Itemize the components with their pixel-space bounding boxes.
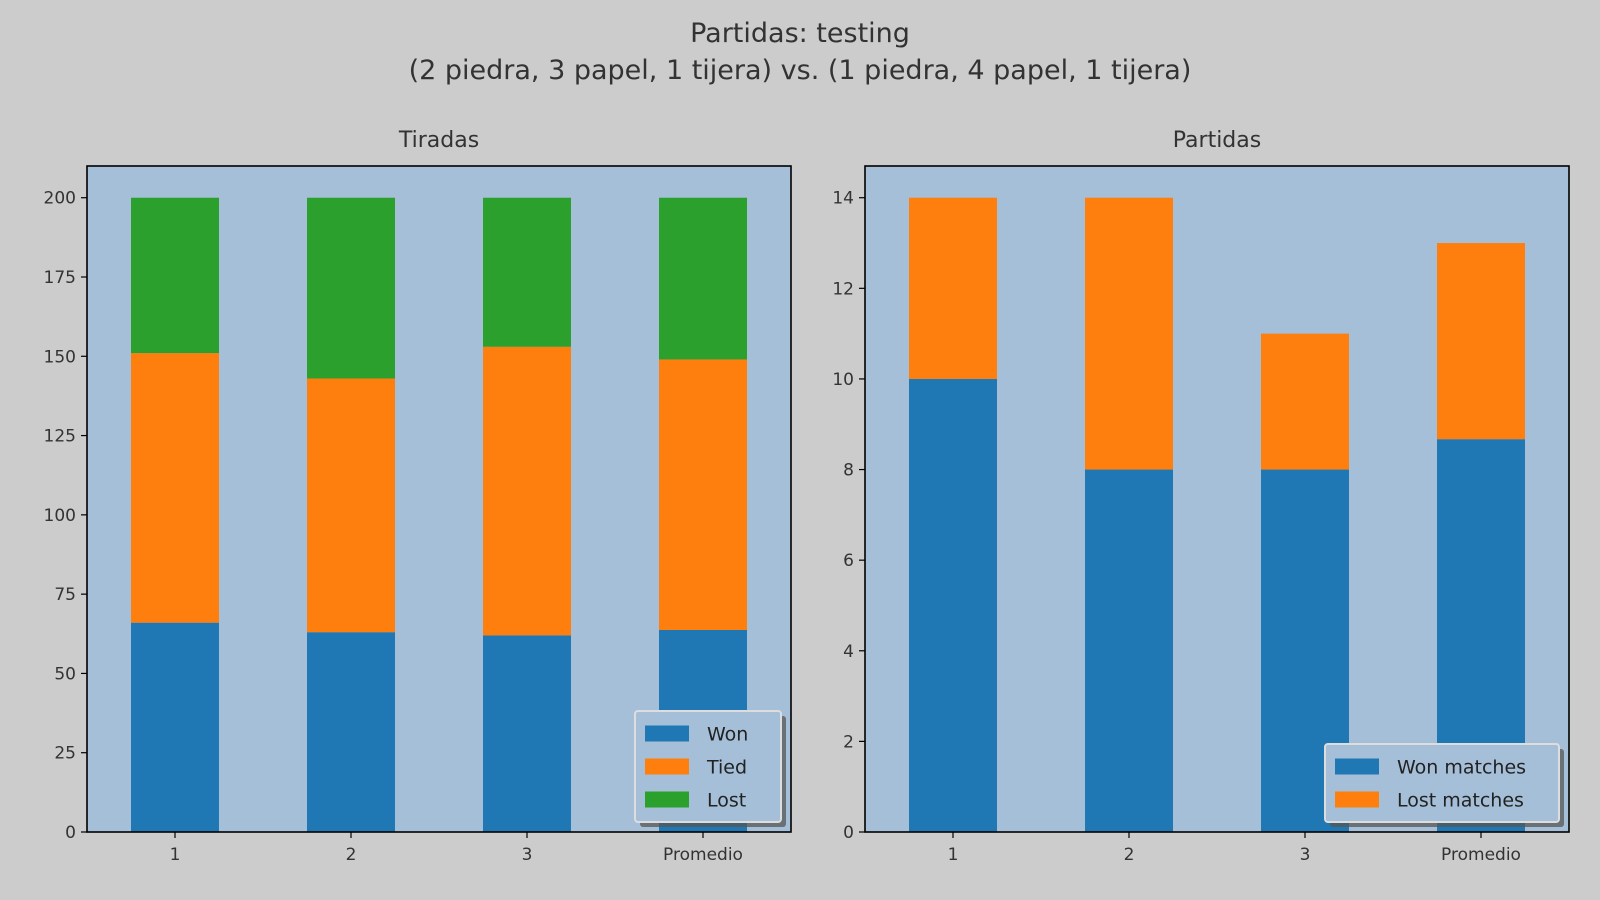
bar-lost-matches-4 (1437, 243, 1525, 440)
axes-frame (864, 165, 1570, 833)
bar-tied-2 (307, 378, 395, 633)
x-tick-label: 3 (522, 845, 533, 865)
bar-won-3 (483, 635, 571, 832)
bar-won-matches-1 (909, 378, 997, 832)
bar-lost-4 (659, 197, 747, 360)
y-tick-label: 200 (44, 189, 76, 209)
bar-lost-matches-1 (909, 197, 997, 379)
y-tick-label: 2 (843, 732, 854, 752)
legend-swatch (645, 758, 689, 775)
legend: Won matches Lost matches (1324, 743, 1564, 827)
y-tick-label: 125 (44, 427, 76, 447)
bar-lost-3 (483, 197, 571, 347)
legend: Won Tied Lost (634, 710, 786, 827)
bar-won-1 (131, 622, 219, 832)
y-tick-label: 75 (54, 585, 76, 605)
y-tick-label: 150 (44, 347, 76, 367)
legend-box (1324, 743, 1560, 823)
chart-tiradas: 0 25 50 75 100 125 150 175 200 1 2 3 Promedio Tiradas… (44, 128, 792, 865)
bar-tied-1 (131, 353, 219, 623)
figure-title-line1: Partidas: testing (690, 18, 910, 49)
x-tick-label: 3 (1300, 845, 1311, 865)
legend-swatch (645, 725, 689, 742)
legend-label: Won matches (1397, 757, 1526, 779)
figure-title-line2: (2 piedra, 3 papel, 1 tijera) vs. (1 pie… (409, 55, 1192, 86)
x-tick-label: 2 (346, 845, 357, 865)
bar-won-2 (307, 632, 395, 832)
y-tick-label: 25 (54, 744, 76, 764)
axes-title: Partidas (1173, 128, 1261, 153)
y-tick-label: 8 (843, 461, 854, 481)
bar-lost-matches-2 (1085, 197, 1173, 470)
x-tick-label: 1 (170, 845, 181, 865)
legend-swatch (645, 791, 689, 808)
axes-frame (86, 165, 792, 833)
y-tick-label: 12 (832, 279, 854, 299)
bar-tied-3 (483, 346, 571, 636)
x-tick-label: 2 (1124, 845, 1135, 865)
y-tick-label: 4 (843, 642, 854, 662)
bar-lost-matches-3 (1261, 333, 1349, 470)
bar-lost-2 (307, 197, 395, 379)
y-tick-label: 175 (44, 268, 76, 288)
y-tick-label: 50 (54, 664, 76, 684)
legend-swatch (1335, 791, 1379, 808)
bar-tied-4 (659, 359, 747, 630)
legend-swatch (1335, 758, 1379, 775)
axes-title: Tiradas (398, 128, 479, 153)
x-tick-label: Promedio (663, 845, 743, 865)
bar-lost-1 (131, 197, 219, 354)
x-tick-label: Promedio (1441, 845, 1521, 865)
x-tick-label: 1 (948, 845, 959, 865)
legend-label: Lost matches (1397, 790, 1524, 812)
y-tick-label: 0 (843, 823, 854, 843)
y-tick-label: 14 (832, 189, 854, 209)
y-tick-label: 100 (44, 506, 76, 526)
legend-label: Won (707, 724, 748, 746)
y-tick-label: 6 (843, 551, 854, 571)
bar-won-matches-2 (1085, 469, 1173, 832)
legend-label: Tied (706, 757, 747, 779)
y-tick-label: 0 (65, 823, 76, 843)
legend-label: Lost (707, 790, 746, 812)
y-tick-label: 10 (832, 370, 854, 390)
